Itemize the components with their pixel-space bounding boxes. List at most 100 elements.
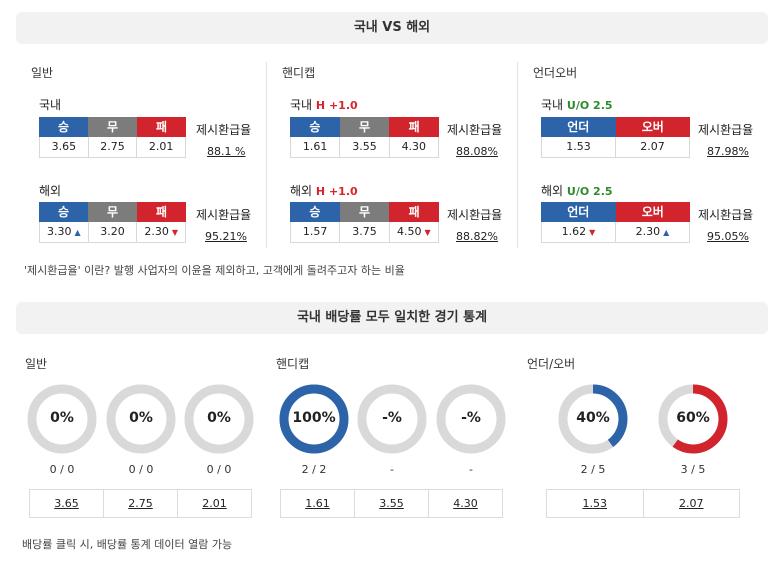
divider (517, 62, 518, 248)
overunder-donut (558, 384, 628, 454)
donut-track (27, 384, 97, 454)
handicap-domestic-odds: 승 무 패 1.61 3.55 4.30 (290, 117, 440, 158)
divider (266, 62, 267, 248)
refund-label: 제시환급율 (698, 208, 754, 222)
donut-fill (658, 384, 728, 454)
header-lose: 패 (137, 202, 186, 222)
up-arrow-icon: ▲ (663, 228, 670, 237)
odds-value: 2.01 (136, 137, 185, 157)
overunder-overseas-odds: 언더 오버 1.62 ▼ 2.30 ▲ (541, 202, 690, 243)
odds-link[interactable]: 4.30 (428, 490, 502, 517)
stats-title-handicap: 핸디캡 (276, 357, 310, 371)
odds-value: 3.75 (339, 222, 388, 242)
header-win: 승 (39, 117, 88, 137)
down-arrow-icon: ▼ (171, 228, 178, 237)
general-donut (27, 384, 97, 454)
donut-fill (279, 384, 349, 454)
general-odds-row: 3.65 2.75 2.01 (29, 489, 252, 518)
handicap-odds-row: 1.61 3.55 4.30 (280, 489, 503, 518)
handicap-overseas-odds: 승 무 패 1.57 3.75 4.50 ▼ (290, 202, 440, 243)
refund-value: 95.05% (707, 230, 749, 243)
header-win: 승 (290, 117, 340, 137)
header-lose: 패 (389, 202, 440, 222)
odds-link[interactable]: 2.01 (177, 490, 251, 517)
refund-label: 제시환급율 (196, 123, 252, 137)
general-domestic-odds: 승 무 패 3.65 2.75 2.01 (39, 117, 186, 158)
refund-label: 제시환급율 (698, 123, 754, 137)
odds-value: 3.20 (87, 222, 137, 242)
odds-value: 3.55 (339, 137, 388, 157)
refund-value: 88.1 % (207, 145, 246, 158)
odds-link[interactable]: 1.61 (305, 497, 330, 510)
odds-link[interactable]: 3.65 (54, 497, 79, 510)
overunder-odds-row: 1.53 2.07 (546, 489, 740, 518)
refund-value: 95.21% (205, 230, 247, 243)
header-win: 승 (290, 202, 340, 222)
section-title-general: 일반 (31, 66, 54, 80)
odds-value: 1.53 (566, 140, 591, 153)
general-donut (184, 384, 254, 454)
stats-banner: 국내 배당률 모두 일치한 경기 통계 (16, 302, 768, 334)
header-draw: 무 (339, 117, 390, 137)
refund-label: 제시환급율 (447, 208, 503, 222)
odds-value: 4.30 (388, 137, 438, 157)
header-under: 언더 (541, 117, 616, 137)
section-title-overunder: 언더오버 (533, 66, 578, 80)
donut-track (436, 384, 506, 454)
odds-link[interactable]: 2.75 (103, 490, 177, 517)
odds-value: 1.61 (302, 140, 328, 153)
refund-value: 88.82% (456, 230, 498, 243)
donut-count: - (390, 463, 394, 476)
odds-value: 4.50 ▼ (388, 222, 438, 242)
odds-value: 3.30 ▲ (47, 225, 81, 238)
donut-count: 2 / 2 (301, 463, 327, 476)
donut-track (357, 384, 427, 454)
donut-track (184, 384, 254, 454)
odds-value: 2.75 (87, 137, 137, 157)
general-donut (106, 384, 176, 454)
donut-percent: 0% (207, 410, 231, 426)
odds-value: 1.57 (302, 225, 328, 238)
refund-label: 제시환급율 (196, 208, 252, 222)
donut-percent: 100% (292, 410, 336, 426)
donut-percent: 0% (129, 410, 153, 426)
header-lose: 패 (389, 117, 440, 137)
handicap-domestic-label: 국내 H +1.0 (290, 98, 358, 112)
donut-percent: 60% (676, 410, 710, 426)
odds-value: 1.62 ▼ (561, 225, 596, 238)
general-overseas-label: 해외 (39, 184, 62, 198)
overunder-domestic-odds: 언더 오버 1.53 2.07 (541, 117, 690, 158)
overunder-overseas-label: 해외 U/O 2.5 (541, 184, 613, 198)
donut-count: - (469, 463, 473, 476)
header-draw: 무 (339, 202, 390, 222)
donut-percent: 40% (576, 410, 610, 426)
handicap-donut (279, 384, 349, 454)
header-over: 오버 (615, 117, 690, 137)
section-title-handicap: 핸디캡 (282, 66, 316, 80)
refund-label: 제시환급율 (447, 123, 503, 137)
stats-title-overunder: 언더/오버 (527, 357, 576, 371)
stats-title-general: 일반 (25, 357, 48, 371)
donut-count: 2 / 5 (580, 463, 606, 476)
overunder-donut (658, 384, 728, 454)
handicap-donut (357, 384, 427, 454)
odds-value: 2.30 ▼ (136, 222, 185, 242)
top-banner: 국내 VS 해외 (16, 12, 768, 44)
odds-value: 3.65 (51, 140, 77, 153)
handicap-overseas-label: 해외 H +1.0 (290, 184, 358, 198)
odds-link[interactable]: 3.55 (354, 490, 428, 517)
header-under: 언더 (541, 202, 616, 222)
donut-count: 0 / 0 (128, 463, 154, 476)
donut-count: 3 / 5 (680, 463, 706, 476)
down-arrow-icon: ▼ (424, 228, 431, 237)
odds-link[interactable]: 1.53 (582, 497, 608, 510)
donut-percent: -% (382, 410, 402, 426)
header-draw: 무 (88, 202, 137, 222)
odds-value: 2.07 (615, 137, 689, 157)
refund-value: 88.08% (456, 145, 498, 158)
odds-link[interactable]: 2.07 (642, 490, 740, 517)
footer-note: 배당률 클릭 시, 배당률 통계 데이터 열람 가능 (22, 538, 233, 551)
header-lose: 패 (137, 117, 186, 137)
general-domestic-label: 국내 (39, 98, 62, 112)
handicap-donut (436, 384, 506, 454)
